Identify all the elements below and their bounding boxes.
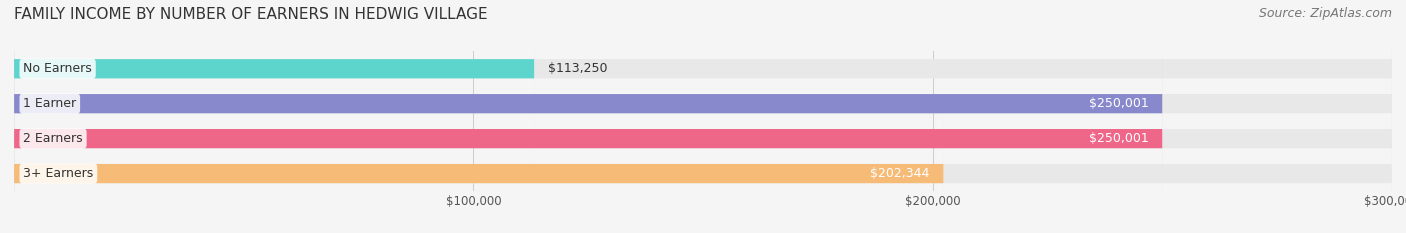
FancyBboxPatch shape [14, 0, 1392, 233]
FancyBboxPatch shape [14, 0, 1392, 233]
Text: No Earners: No Earners [24, 62, 91, 75]
Text: $202,344: $202,344 [870, 167, 929, 180]
FancyBboxPatch shape [14, 0, 943, 233]
Text: $113,250: $113,250 [548, 62, 607, 75]
FancyBboxPatch shape [14, 0, 1392, 233]
Text: $250,001: $250,001 [1088, 132, 1149, 145]
Text: FAMILY INCOME BY NUMBER OF EARNERS IN HEDWIG VILLAGE: FAMILY INCOME BY NUMBER OF EARNERS IN HE… [14, 7, 488, 22]
Text: 3+ Earners: 3+ Earners [24, 167, 93, 180]
FancyBboxPatch shape [14, 0, 534, 233]
Text: 2 Earners: 2 Earners [24, 132, 83, 145]
Text: Source: ZipAtlas.com: Source: ZipAtlas.com [1258, 7, 1392, 20]
Text: 1 Earner: 1 Earner [24, 97, 76, 110]
FancyBboxPatch shape [14, 0, 1392, 233]
Text: $250,001: $250,001 [1088, 97, 1149, 110]
FancyBboxPatch shape [14, 0, 1163, 233]
FancyBboxPatch shape [14, 0, 1163, 233]
